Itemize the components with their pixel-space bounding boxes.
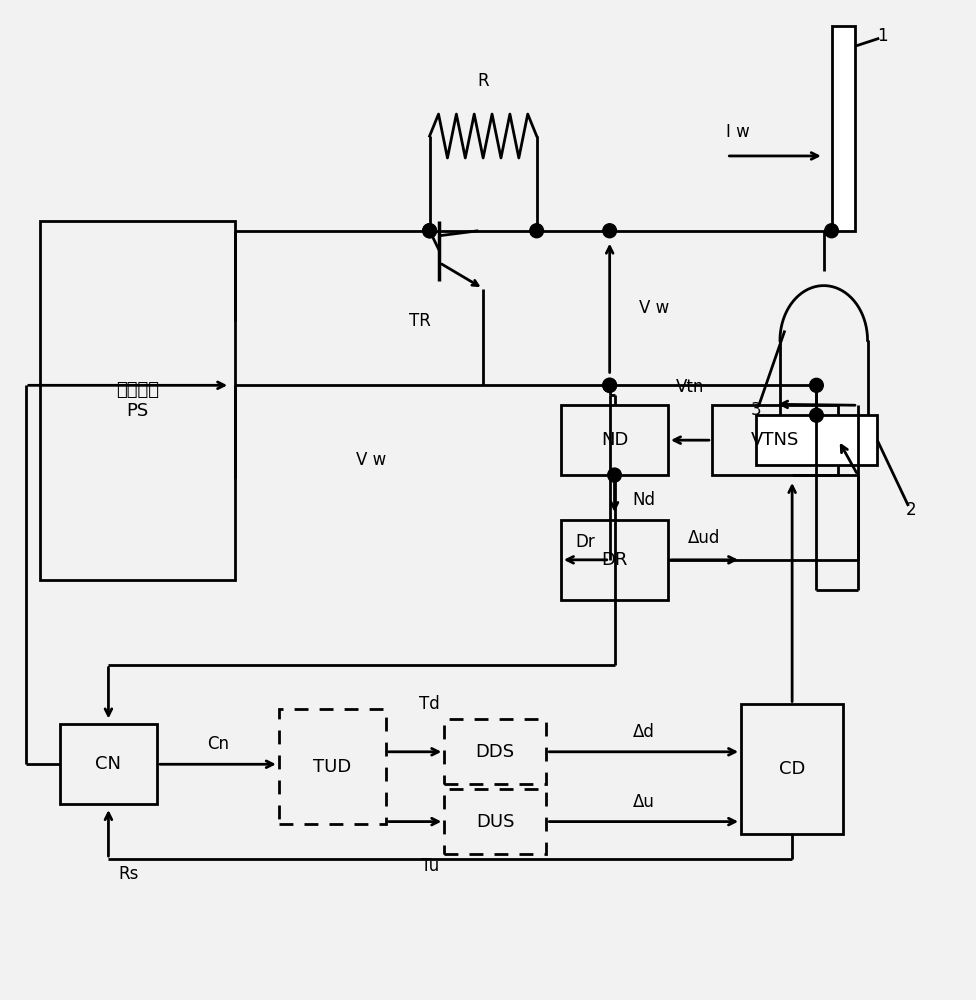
Text: CN: CN xyxy=(96,755,121,773)
Bar xyxy=(561,520,668,600)
Bar xyxy=(832,26,855,231)
Text: DR: DR xyxy=(601,551,628,569)
Text: Td: Td xyxy=(419,695,439,713)
Circle shape xyxy=(603,378,617,392)
Text: CD: CD xyxy=(779,760,805,778)
Text: Rs: Rs xyxy=(118,865,139,883)
Bar xyxy=(279,709,386,824)
Text: 焊接电源
PS: 焊接电源 PS xyxy=(116,381,159,420)
Text: 3: 3 xyxy=(751,401,761,419)
Circle shape xyxy=(810,408,824,422)
Text: Δu: Δu xyxy=(632,793,655,811)
Circle shape xyxy=(825,224,838,238)
Circle shape xyxy=(423,224,436,238)
Bar xyxy=(712,405,838,475)
Text: Vtn: Vtn xyxy=(675,378,704,396)
Text: Cn: Cn xyxy=(207,735,229,753)
Text: DUS: DUS xyxy=(476,813,514,831)
Text: TR: TR xyxy=(409,312,430,330)
Text: Dr: Dr xyxy=(576,533,595,551)
Text: Δud: Δud xyxy=(688,529,720,547)
Circle shape xyxy=(423,224,436,238)
Circle shape xyxy=(603,224,617,238)
Text: 1: 1 xyxy=(876,27,887,45)
Circle shape xyxy=(810,378,824,392)
Bar xyxy=(444,719,547,784)
Text: 2: 2 xyxy=(906,501,916,519)
Text: V w: V w xyxy=(356,451,386,469)
Circle shape xyxy=(530,224,544,238)
Circle shape xyxy=(603,378,617,392)
Text: DDS: DDS xyxy=(475,743,515,761)
Text: V w: V w xyxy=(639,299,670,317)
Text: R: R xyxy=(477,72,489,90)
Text: Nd: Nd xyxy=(632,491,655,509)
Bar xyxy=(60,724,157,804)
Bar xyxy=(40,221,235,580)
Bar xyxy=(755,415,877,465)
Text: Δd: Δd xyxy=(632,723,655,741)
Bar xyxy=(561,405,668,475)
Text: I w: I w xyxy=(726,123,751,141)
Text: Tu: Tu xyxy=(421,857,439,875)
Bar xyxy=(741,704,843,834)
Circle shape xyxy=(608,468,622,482)
Text: VTNS: VTNS xyxy=(751,431,799,449)
Text: TUD: TUD xyxy=(313,758,351,776)
Bar xyxy=(444,789,547,854)
Text: ND: ND xyxy=(601,431,629,449)
